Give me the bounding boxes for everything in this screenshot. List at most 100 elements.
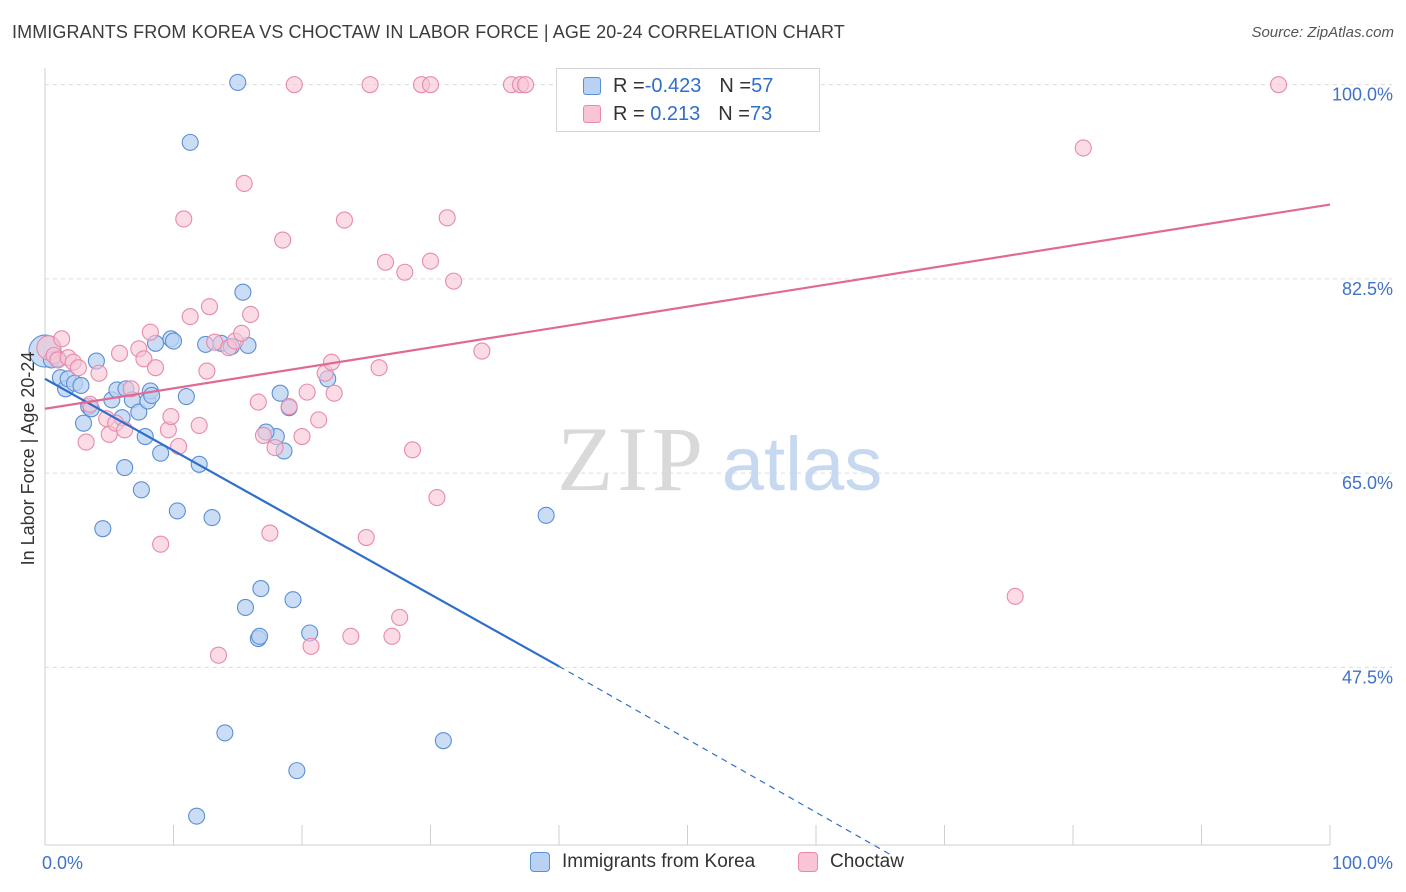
choctaw-point <box>152 535 170 553</box>
legend-label-choctaw: Choctaw <box>830 851 904 872</box>
korea-point <box>130 403 148 421</box>
choctaw-point <box>421 252 440 270</box>
y-axis-label: In Labor Force | Age 20-24 <box>18 352 38 566</box>
choctaw-point <box>90 364 108 382</box>
choctaw-point <box>254 426 273 444</box>
choctaw-point <box>298 383 316 401</box>
korea-point <box>203 508 221 527</box>
series-legend: Immigrants from Korea Choctaw <box>0 851 1406 879</box>
legend-item-korea[interactable]: Immigrants from Korea <box>530 851 755 873</box>
choctaw-point <box>198 362 216 380</box>
x-tick-label: 100.0% <box>1332 853 1393 873</box>
watermark-zip: ZIP <box>557 408 707 510</box>
choctaw-point <box>266 439 284 457</box>
korea-point <box>164 332 183 350</box>
legend-n-value: 57 <box>751 74 774 97</box>
korea-point <box>177 388 195 406</box>
korea-point <box>116 459 134 477</box>
choctaw-point <box>342 627 360 645</box>
legend-n-label: N = <box>718 102 750 125</box>
choctaw-point <box>361 76 379 94</box>
korea-point <box>152 444 170 462</box>
legend-n-label: N = <box>719 74 752 97</box>
korea-point <box>216 724 234 742</box>
choctaw-point <box>146 359 165 377</box>
korea-point <box>537 506 555 524</box>
choctaw-point <box>170 437 188 456</box>
korea-point <box>229 73 247 91</box>
choctaw-point <box>200 298 219 316</box>
choctaw-point <box>162 407 180 426</box>
choctaw-point <box>293 427 311 446</box>
y-tick-label: 65.0% <box>1342 473 1393 493</box>
legend-item-choctaw[interactable]: Choctaw <box>798 851 904 873</box>
korea-point <box>288 762 306 780</box>
korea-point <box>75 414 93 432</box>
x-tick-label: 0.0% <box>42 853 83 873</box>
korea-points <box>28 73 555 825</box>
legend-r-value: -0.423 <box>644 74 702 97</box>
stats-legend: R = -0.423 N = 57 R = 0.213 N = 73 <box>556 68 820 132</box>
choctaw-point <box>302 637 320 655</box>
korea-point <box>72 376 90 395</box>
korea-trend-line <box>44 377 560 668</box>
choctaw-point <box>209 646 228 664</box>
choctaw-point <box>438 209 456 227</box>
choctaw-point <box>280 397 298 416</box>
source-label: Source: ZipAtlas.com <box>1251 24 1394 41</box>
choctaw-point <box>473 342 491 360</box>
choctaw-point <box>325 384 343 402</box>
choctaw-point <box>53 330 71 348</box>
choctaw-point <box>235 174 253 192</box>
korea-point <box>168 502 186 520</box>
choctaw-point <box>1074 139 1092 157</box>
choctaw-swatch <box>583 105 601 123</box>
korea-point <box>252 580 270 598</box>
choctaw-point <box>274 231 292 249</box>
choctaw-point <box>122 380 140 398</box>
choctaw-point <box>445 272 463 290</box>
choctaw-point <box>285 76 303 94</box>
choctaw-point <box>310 411 328 429</box>
legend-r-label: R = <box>613 74 645 97</box>
choctaw-point <box>357 528 375 547</box>
watermark-atlas: atlas <box>722 422 883 507</box>
choctaw-point <box>517 76 535 94</box>
choctaw-point <box>135 350 153 368</box>
choctaw-legend-swatch <box>798 852 818 872</box>
grid-lines <box>45 84 1392 668</box>
korea-point <box>236 598 255 617</box>
choctaw-point <box>370 359 388 377</box>
choctaw-point <box>396 263 414 281</box>
korea-swatch <box>583 77 601 95</box>
y-tick-label: 100.0% <box>1332 85 1393 105</box>
korea-point <box>181 133 199 151</box>
trend-lines <box>44 203 1331 857</box>
korea-point <box>251 627 269 645</box>
choctaw-point <box>233 324 251 342</box>
korea-point <box>234 283 252 301</box>
choctaw-point <box>190 416 208 434</box>
choctaw-point <box>181 308 199 326</box>
korea-point <box>284 591 302 609</box>
choctaw-point <box>110 344 129 362</box>
y-tick-label: 47.5% <box>1342 667 1393 687</box>
choctaw-point <box>421 76 440 94</box>
choctaw-point <box>403 441 422 459</box>
legend-r-value: 0.213 <box>644 102 701 125</box>
choctaw-point <box>249 393 267 411</box>
korea-point <box>271 384 289 402</box>
korea-trend-extension <box>558 665 894 857</box>
choctaw-point <box>77 433 95 451</box>
korea-point <box>94 520 112 538</box>
choctaw-point <box>175 210 193 228</box>
choctaw-point <box>335 211 353 229</box>
legend-label-korea: Immigrants from Korea <box>562 851 756 872</box>
choctaw-point <box>141 323 159 341</box>
choctaw-point <box>383 627 401 645</box>
watermark: ZIP atlas <box>557 408 882 510</box>
choctaw-point <box>1270 76 1288 94</box>
choctaw-point <box>428 489 446 507</box>
korea-point <box>434 732 452 750</box>
